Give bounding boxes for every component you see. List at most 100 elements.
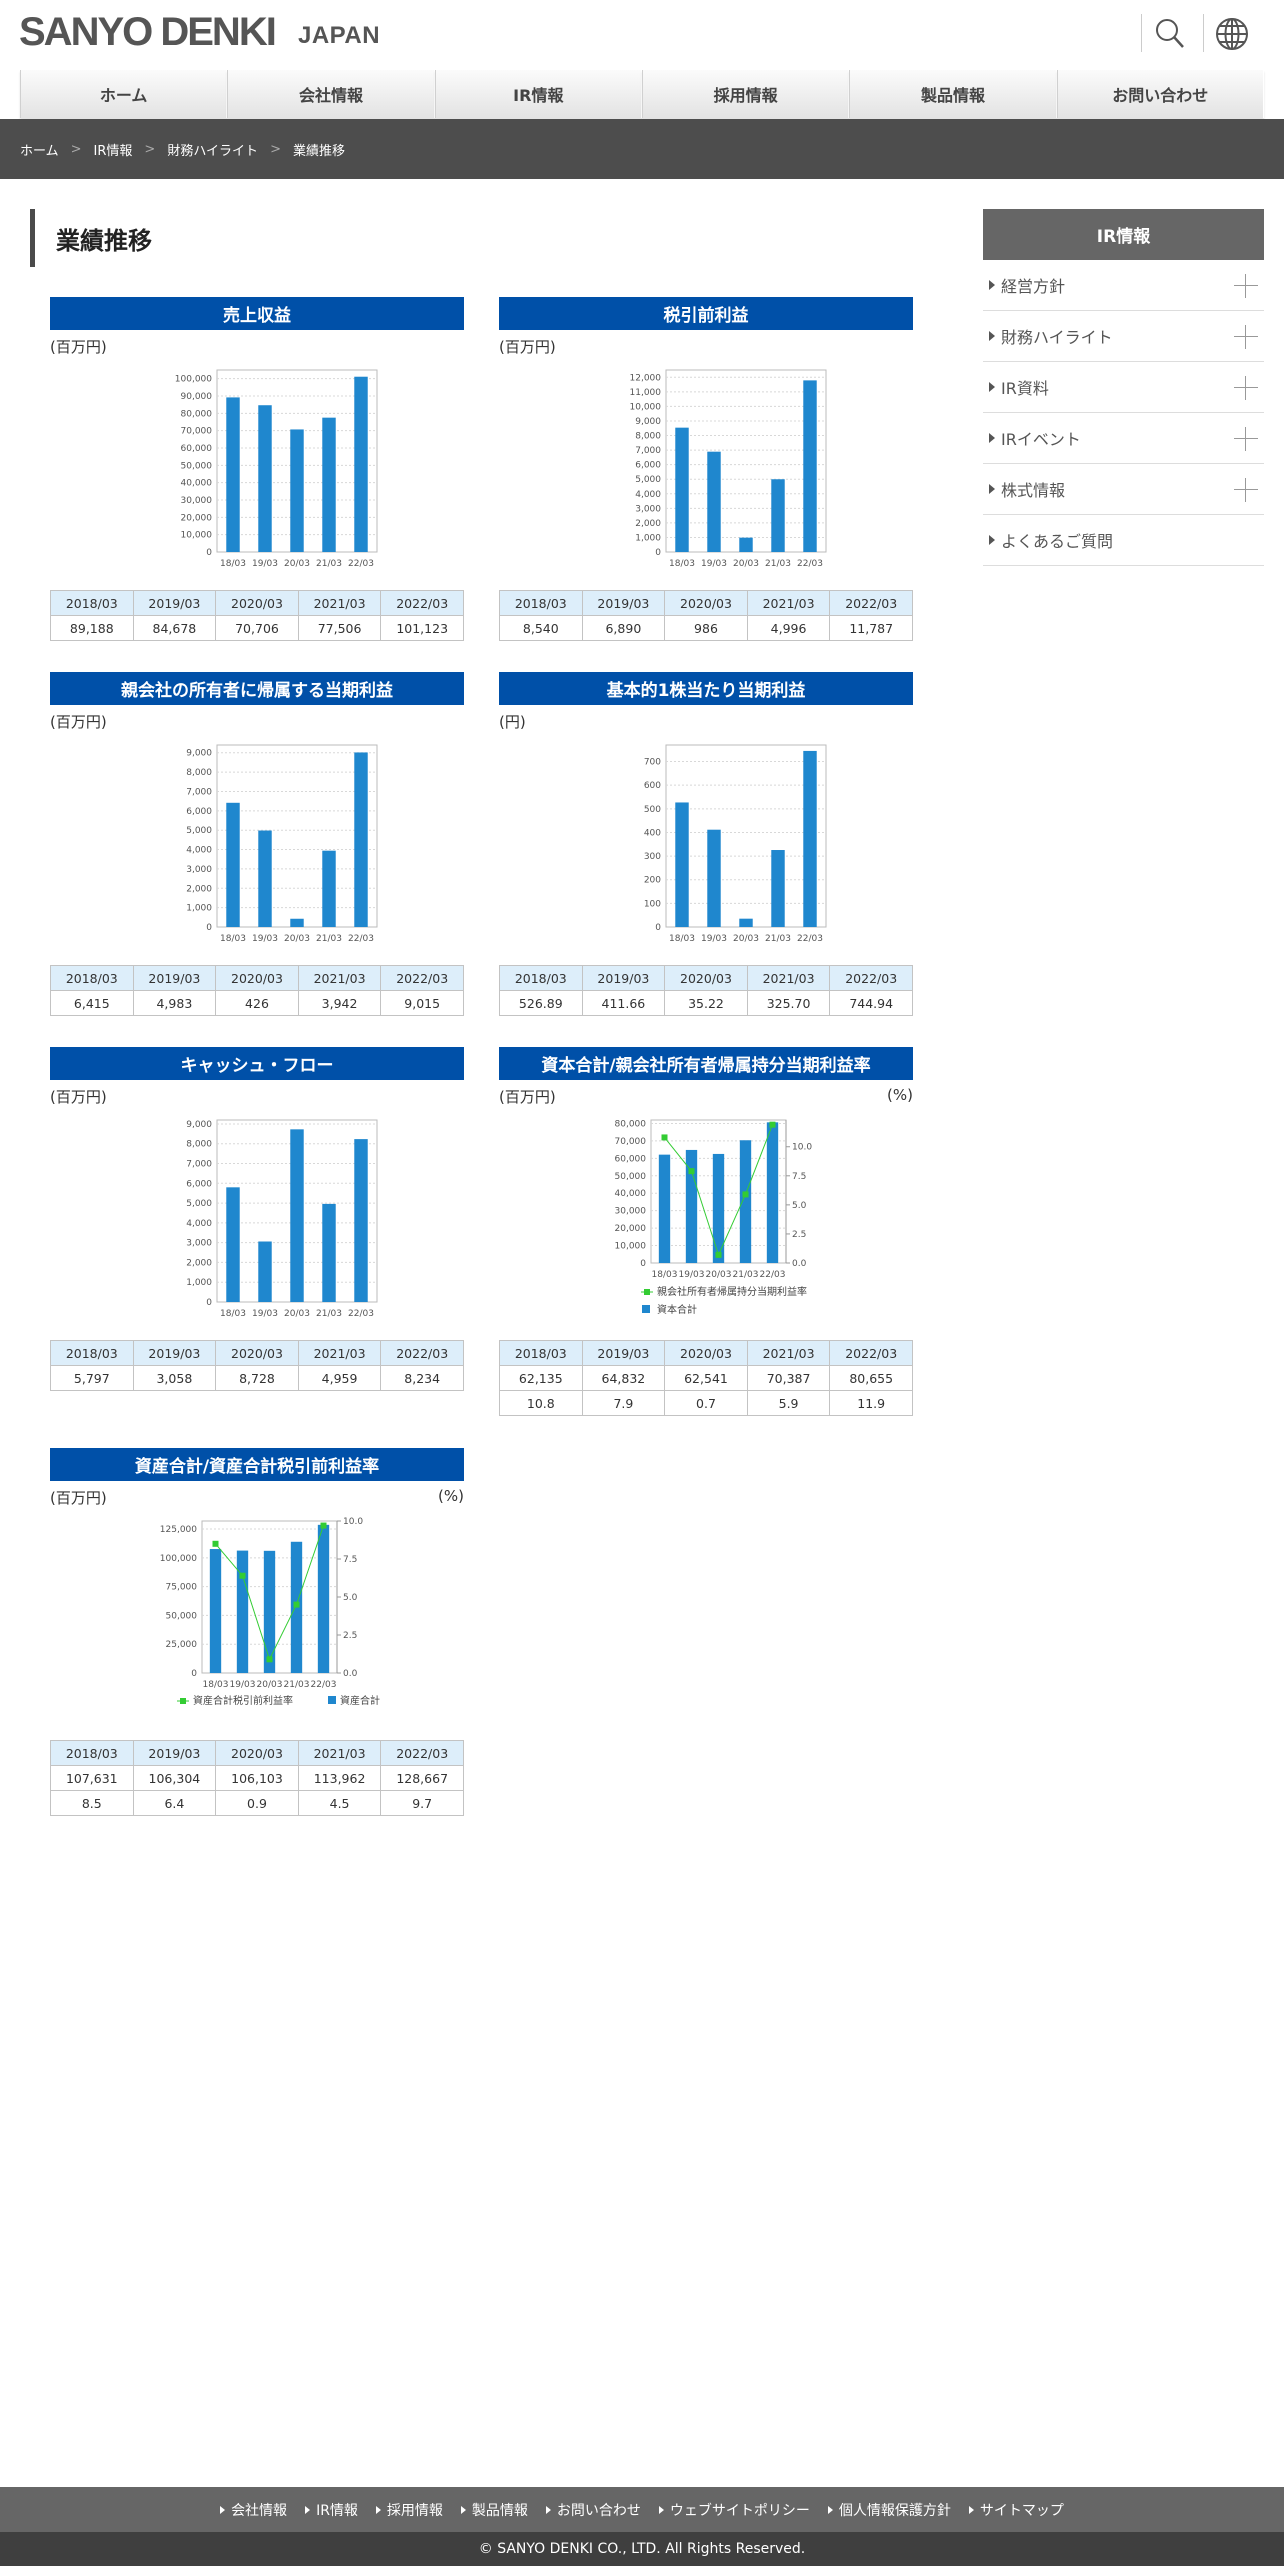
- x-tick-label: 21/03: [316, 934, 342, 944]
- line-point: [688, 1168, 695, 1175]
- pretax-profit-chart: 0 1,000 2,000 3,000 4,000 5,000 6,000 7,000 8,00…: [630, 369, 827, 569]
- table-header: 2022/03: [829, 590, 913, 616]
- y-tick-label: 300: [644, 852, 661, 862]
- footer-link-privacy[interactable]: 個人情報保護方針: [828, 2500, 951, 2520]
- data-table: 2018/03 2019/03 2020/03 2021/03 2022/03 8,54…: [499, 590, 913, 641]
- site-logo[interactable]: SANYO DENKI: [19, 10, 277, 54]
- plus-icon[interactable]: [1234, 427, 1258, 451]
- table-header: 2018/03: [50, 1740, 134, 1766]
- table-cell: 11,787: [829, 615, 913, 641]
- sidebar-item-label: 経営方針: [1001, 277, 1066, 296]
- legend-label: 資産合計: [340, 1694, 380, 1707]
- bar: [258, 830, 272, 927]
- footer-link-company[interactable]: 会社情報: [220, 2500, 287, 2520]
- panel-revenue: 売上収益 (百万円) 0 10,000 20,000 30,000 40,000 50,0…: [50, 297, 464, 641]
- nav-ir[interactable]: IR情報: [434, 70, 642, 118]
- panel-title: 基本的1株当たり当期利益: [499, 672, 913, 705]
- unit-label: (百万円): [499, 1088, 556, 1106]
- bar: [258, 405, 272, 552]
- table-cell: 84,678: [132, 615, 217, 641]
- nav-recruit[interactable]: 採用情報: [641, 70, 850, 118]
- y-tick-label: 2,000: [186, 1258, 212, 1268]
- table-cell: 4,996: [746, 615, 831, 641]
- footer-link-sitemap[interactable]: サイトマップ: [969, 2500, 1064, 2520]
- table-header: 2020/03: [215, 965, 299, 991]
- plus-icon[interactable]: [1234, 325, 1258, 349]
- line-point: [715, 1251, 722, 1258]
- caret-right-icon: [989, 535, 995, 545]
- footer-link-contact[interactable]: お問い合わせ: [546, 2500, 641, 2520]
- x-tick-label: 19/03: [679, 1270, 705, 1280]
- sidebar-item-policy[interactable]: 経営方針: [983, 260, 1264, 311]
- breadcrumb-ir[interactable]: IR情報: [93, 143, 133, 159]
- y-tick-label: 30,000: [181, 496, 213, 506]
- table-row: 526.89 411.66 35.22 325.70 744.94: [499, 990, 913, 1016]
- footer-links: 会社情報 IR情報 採用情報 製品情報 お問い合わせ ウェブサイトポリシー 個人…: [0, 2487, 1284, 2532]
- table-cell: 6,415: [50, 990, 134, 1016]
- y-tick-label: 25,000: [166, 1640, 198, 1650]
- sidebar-item-label: 財務ハイライト: [1001, 328, 1113, 347]
- table-cell: 4,983: [132, 990, 217, 1016]
- table-cell: 62,135: [499, 1365, 583, 1391]
- cash-flow-chart: 0 1,000 2,000 3,000 4,000 5,000 6,000 7,000 8,00…: [186, 1119, 378, 1319]
- sidebar-title[interactable]: IR情報: [983, 209, 1264, 260]
- bar: [675, 427, 689, 552]
- bar: [675, 802, 689, 927]
- sidebar-item-stock[interactable]: 株式情報: [983, 464, 1264, 515]
- y-tick-label: 50,000: [166, 1611, 198, 1621]
- sidebar-item-ir-events[interactable]: IRイベント: [983, 413, 1264, 464]
- bar: [322, 850, 336, 927]
- footer-link-ir[interactable]: IR情報: [305, 2500, 358, 2520]
- nav-home[interactable]: ホーム: [20, 70, 228, 118]
- y-tick-label: 9,000: [186, 1120, 212, 1130]
- footer-link-recruit[interactable]: 採用情報: [376, 2500, 443, 2520]
- y-tick-label: 3,000: [635, 504, 661, 514]
- y-tick-label: 9,000: [635, 417, 661, 427]
- bar: [258, 1241, 272, 1302]
- table-cell: 6.4: [132, 1790, 217, 1816]
- breadcrumb-financial[interactable]: 財務ハイライト: [167, 143, 259, 159]
- plus-icon[interactable]: [1234, 478, 1258, 502]
- nav-contact[interactable]: お問い合わせ: [1056, 70, 1264, 118]
- table-cell: 80,655: [829, 1365, 913, 1391]
- table-cell: 8,728: [215, 1365, 299, 1391]
- table-header: 2019/03: [132, 1740, 217, 1766]
- table-header: 2022/03: [829, 965, 913, 991]
- bar: [803, 750, 817, 927]
- table-cell: 101,123: [380, 615, 464, 641]
- legend-bar-swatch: [328, 1696, 336, 1704]
- page-title: 業績推移: [56, 226, 152, 255]
- x-tick-label: 20/03: [284, 934, 310, 944]
- table-row: 62,135 64,832 62,541 70,387 80,655: [499, 1365, 913, 1391]
- nav-company[interactable]: 会社情報: [227, 70, 435, 118]
- sidebar-item-faq[interactable]: よくあるご質問: [983, 515, 1264, 566]
- y-tick-label: 0: [655, 923, 661, 933]
- panel-pretax-profit: 税引前利益 (百万円) 0 1,000 2,000 3,000 4,000 5,000 6,…: [499, 297, 913, 641]
- table-cell: 986: [664, 615, 748, 641]
- search-icon[interactable]: [1150, 14, 1190, 54]
- data-table: 2018/03 2019/03 2020/03 2021/03 2022/03 6,41…: [50, 965, 464, 1016]
- x-tick-label: 18/03: [220, 1309, 246, 1319]
- table-cell: 62,541: [664, 1365, 748, 1391]
- footer-link-policy[interactable]: ウェブサイトポリシー: [659, 2500, 810, 2520]
- table-cell: 526.89: [499, 990, 583, 1016]
- globe-icon[interactable]: [1212, 14, 1252, 54]
- breadcrumb-separator: >: [270, 141, 281, 157]
- sidebar-item-ir-docs[interactable]: IR資料: [983, 362, 1264, 413]
- table-header: 2019/03: [581, 965, 666, 991]
- sidebar-item-label: IRイベント: [1001, 430, 1081, 449]
- table-cell: 8,540: [499, 615, 583, 641]
- data-table: 2018/03 2019/03 2020/03 2021/03 2022/03 107,…: [50, 1740, 464, 1816]
- page-title-block: 業績推移: [30, 209, 152, 267]
- plus-icon[interactable]: [1234, 274, 1258, 298]
- table-header: 2021/03: [746, 590, 831, 616]
- y-tick-label: 1,000: [186, 904, 212, 914]
- sidebar-item-financial[interactable]: 財務ハイライト: [983, 311, 1264, 362]
- plus-icon[interactable]: [1234, 376, 1258, 400]
- table-cell: 5.9: [746, 1390, 831, 1416]
- bar: [712, 1153, 725, 1263]
- breadcrumb-home[interactable]: ホーム: [20, 143, 59, 159]
- footer-link-products[interactable]: 製品情報: [461, 2500, 528, 2520]
- nav-products[interactable]: 製品情報: [849, 70, 1057, 118]
- y-tick-label: 500: [644, 805, 661, 815]
